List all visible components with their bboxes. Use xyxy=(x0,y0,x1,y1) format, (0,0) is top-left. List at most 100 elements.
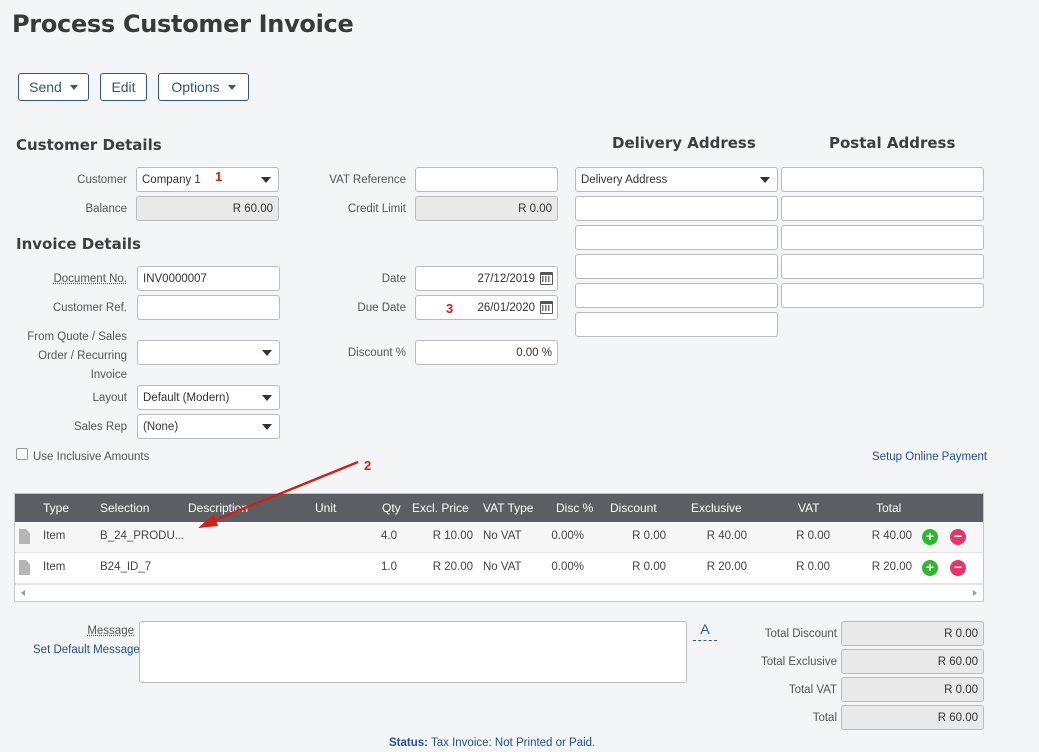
col-vat[interactable]: VAT xyxy=(798,501,820,515)
row-price[interactable]: R 20.00 xyxy=(432,561,473,573)
total-vat-value: R 0.00 xyxy=(944,683,978,696)
chevron-down-icon xyxy=(69,84,78,90)
row-disc-pct[interactable]: 0.00% xyxy=(551,530,584,542)
postal-address-line[interactable] xyxy=(781,167,984,192)
message-label: Message xyxy=(87,625,134,637)
sales-rep-value: (None) xyxy=(143,420,179,433)
edit-button[interactable]: Edit xyxy=(100,73,147,101)
row-vat-type[interactable]: No VAT xyxy=(483,561,522,573)
postal-address-line[interactable] xyxy=(781,196,984,221)
sales-rep-select[interactable]: (None) xyxy=(137,414,280,439)
document-no-input[interactable]: INV0000007 xyxy=(137,266,280,291)
postal-address-line[interactable] xyxy=(781,254,984,279)
total-exclusive-label: Total Exclusive xyxy=(760,656,837,668)
due-date-input[interactable]: 26/01/2020 xyxy=(415,295,558,320)
font-format-button[interactable]: A xyxy=(693,621,717,641)
remove-row-icon[interactable]: − xyxy=(950,560,966,576)
customer-ref-input[interactable] xyxy=(137,295,280,320)
chevron-down-icon xyxy=(262,350,272,356)
delivery-address-line[interactable] xyxy=(575,312,778,337)
remove-row-icon[interactable]: − xyxy=(950,529,966,545)
options-label: Options xyxy=(171,79,220,95)
delivery-address-line[interactable] xyxy=(575,225,778,250)
delivery-address-select[interactable]: Delivery Address xyxy=(575,167,778,192)
col-type[interactable]: Type xyxy=(43,501,70,515)
table-row[interactable]: Item B_24_PRODU... 4.0 R 10.00 No VAT 0.… xyxy=(15,522,983,553)
postal-address-line[interactable] xyxy=(781,225,984,250)
total-field: R 60.00 xyxy=(841,705,984,730)
message-textarea[interactable] xyxy=(139,621,687,683)
chevron-down-icon xyxy=(262,424,272,430)
row-disc-pct[interactable]: 0.00% xyxy=(551,561,584,573)
row-qty[interactable]: 1.0 xyxy=(381,561,397,573)
scroll-left-icon[interactable] xyxy=(21,590,25,596)
date-input[interactable]: 27/12/2019 xyxy=(415,266,558,291)
layout-value: Default (Modern) xyxy=(143,391,230,404)
sales-rep-label: Sales Rep xyxy=(73,421,127,433)
status-value: Tax Invoice: Not Printed or Paid. xyxy=(431,737,596,749)
delivery-address-line[interactable] xyxy=(575,254,778,279)
delivery-address-heading: Delivery Address xyxy=(612,134,756,152)
delivery-address-select-value: Delivery Address xyxy=(581,173,668,186)
from-quote-select[interactable] xyxy=(137,340,280,365)
chevron-down-icon xyxy=(760,177,770,183)
total-discount-value: R 0.00 xyxy=(944,627,978,640)
add-row-icon[interactable]: + xyxy=(922,560,938,576)
layout-label: Layout xyxy=(92,392,127,404)
row-qty[interactable]: 4.0 xyxy=(381,530,397,542)
total-discount-label: Total Discount xyxy=(764,628,837,640)
row-selection[interactable]: B24_ID_7 xyxy=(100,561,152,573)
balance-label: Balance xyxy=(85,203,127,215)
col-excl-price[interactable]: Excl. Price xyxy=(412,501,469,515)
customer-select[interactable]: Company 1 xyxy=(136,167,279,192)
set-default-message-link[interactable]: Set Default Message xyxy=(33,644,140,656)
credit-limit-field: R 0.00 xyxy=(415,196,558,221)
row-vat-type[interactable]: No VAT xyxy=(483,530,522,542)
layout-select[interactable]: Default (Modern) xyxy=(137,385,280,410)
discount-label: Discount % xyxy=(347,347,406,359)
calendar-icon[interactable] xyxy=(540,272,553,285)
delivery-address-line[interactable] xyxy=(575,196,778,221)
row-selection[interactable]: B_24_PRODU... xyxy=(100,530,185,542)
col-discount[interactable]: Discount xyxy=(610,501,657,515)
row-discount: R 0.00 xyxy=(632,530,666,542)
table-row[interactable]: Item B24_ID_7 1.0 R 20.00 No VAT 0.00% R… xyxy=(15,553,983,584)
col-exclusive[interactable]: Exclusive xyxy=(691,501,742,515)
document-icon xyxy=(19,560,30,575)
from-quote-label-line: Invoice xyxy=(90,369,127,381)
document-no-label[interactable]: Document No. xyxy=(53,273,127,285)
inclusive-amounts-checkbox[interactable] xyxy=(16,448,28,460)
annotation-1: 1 xyxy=(215,169,223,184)
col-qty[interactable]: Qty xyxy=(382,501,401,515)
due-date-value: 26/01/2020 xyxy=(477,301,535,314)
delivery-address-line[interactable] xyxy=(575,283,778,308)
scroll-right-icon[interactable] xyxy=(973,590,977,596)
send-button[interactable]: Send xyxy=(18,73,89,101)
postal-address-heading: Postal Address xyxy=(829,134,956,152)
calendar-icon[interactable] xyxy=(540,301,553,314)
horizontal-scrollbar[interactable] xyxy=(15,584,983,601)
row-exclusive: R 20.00 xyxy=(706,561,747,573)
row-price[interactable]: R 10.00 xyxy=(432,530,473,542)
postal-address-line[interactable] xyxy=(781,283,984,308)
total-label: Total xyxy=(812,712,837,724)
col-unit[interactable]: Unit xyxy=(315,501,337,515)
vat-reference-input[interactable] xyxy=(415,167,558,192)
total-exclusive-field: R 60.00 xyxy=(841,649,984,674)
chevron-down-icon xyxy=(261,177,271,183)
add-row-icon[interactable]: + xyxy=(922,529,938,545)
col-total[interactable]: Total xyxy=(876,501,902,515)
col-vat-type[interactable]: VAT Type xyxy=(483,501,534,515)
status-label: Status: xyxy=(389,737,428,749)
from-quote-label-line: From Quote / Sales xyxy=(27,331,127,343)
row-exclusive: R 40.00 xyxy=(706,530,747,542)
row-total: R 20.00 xyxy=(871,561,912,573)
col-disc-pct[interactable]: Disc % xyxy=(556,501,594,515)
col-selection[interactable]: Selection xyxy=(100,501,150,515)
customer-details-heading: Customer Details xyxy=(16,136,162,154)
row-vat: R 0.00 xyxy=(796,561,830,573)
discount-input[interactable]: 0.00 % xyxy=(415,340,558,365)
chevron-down-icon xyxy=(262,395,272,401)
setup-online-payment-link[interactable]: Setup Online Payment xyxy=(872,451,988,463)
options-button[interactable]: Options xyxy=(158,73,249,101)
